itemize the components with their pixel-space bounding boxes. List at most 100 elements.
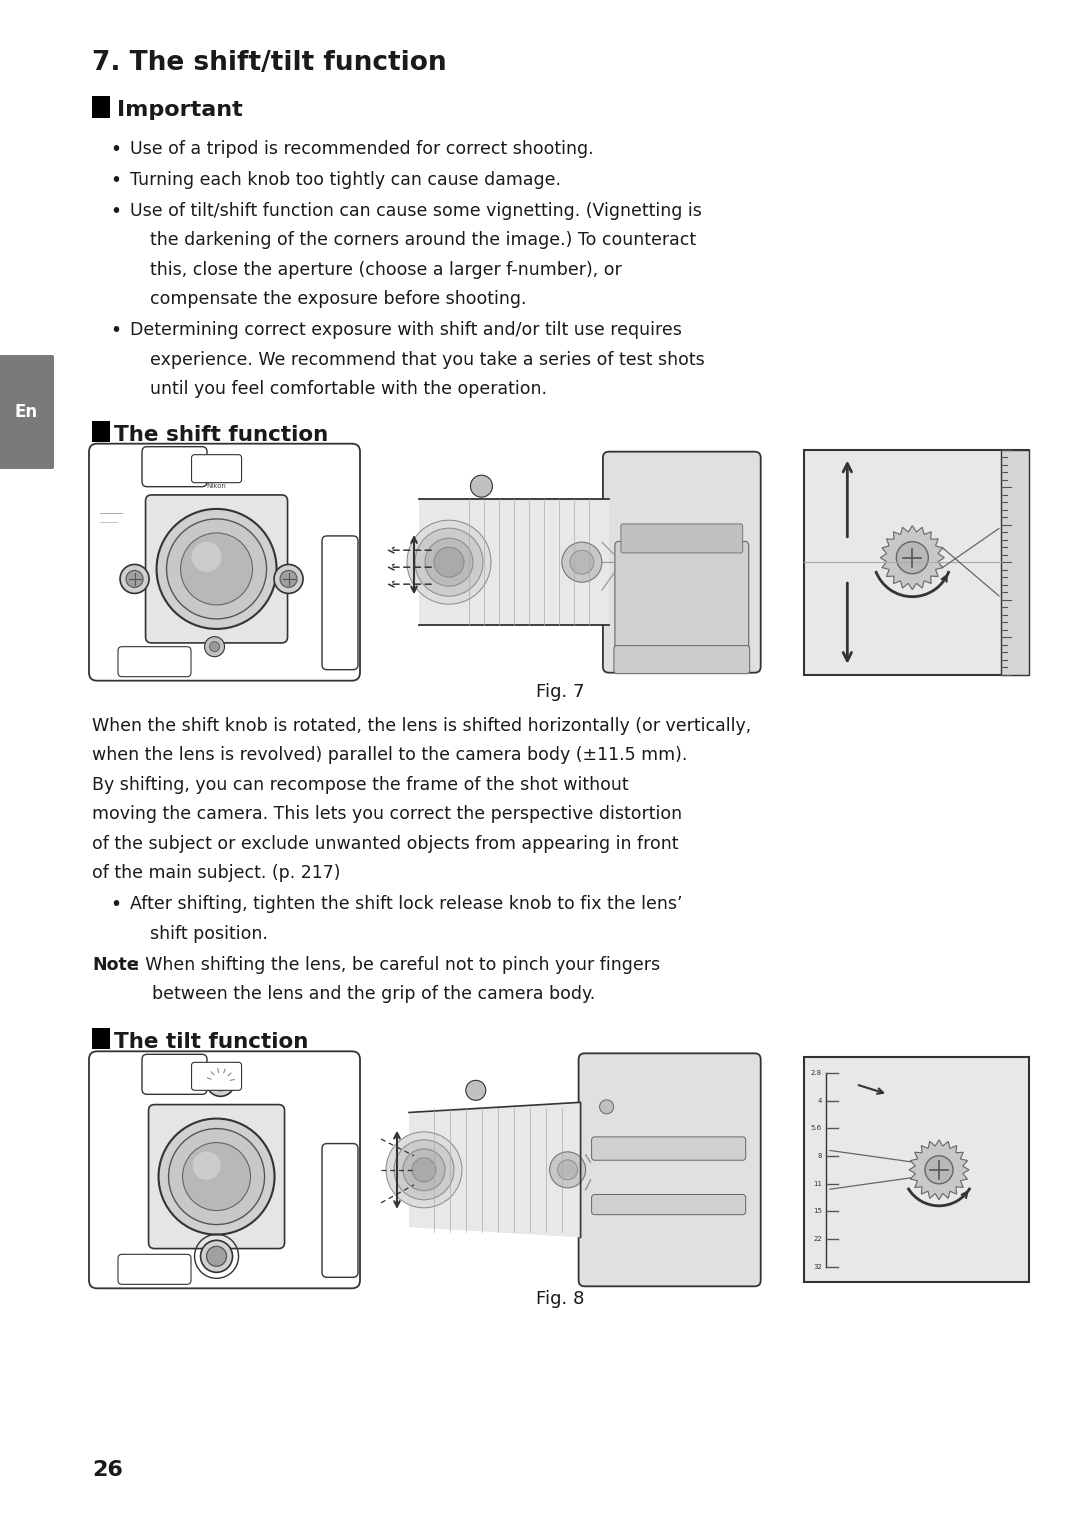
Text: of the main subject. (p. 217): of the main subject. (p. 217) bbox=[92, 864, 340, 883]
Text: Nikon: Nikon bbox=[206, 482, 227, 489]
Text: •: • bbox=[110, 202, 121, 221]
Text: of the subject or exclude unwanted objects from appearing in front: of the subject or exclude unwanted objec… bbox=[92, 834, 678, 852]
Text: •: • bbox=[110, 895, 121, 915]
Circle shape bbox=[426, 539, 473, 586]
FancyBboxPatch shape bbox=[118, 647, 191, 677]
Circle shape bbox=[210, 642, 219, 651]
FancyBboxPatch shape bbox=[118, 1254, 191, 1285]
FancyBboxPatch shape bbox=[621, 524, 743, 552]
Circle shape bbox=[411, 1158, 436, 1181]
Circle shape bbox=[204, 636, 225, 656]
Text: when the lens is revolved) parallel to the camera body (±11.5 mm).: when the lens is revolved) parallel to t… bbox=[92, 746, 687, 764]
Circle shape bbox=[168, 1129, 265, 1225]
Circle shape bbox=[599, 1100, 613, 1114]
Text: Fig. 7: Fig. 7 bbox=[537, 683, 584, 700]
FancyBboxPatch shape bbox=[592, 1195, 745, 1215]
Text: 2.8: 2.8 bbox=[811, 1070, 822, 1076]
Circle shape bbox=[180, 533, 253, 604]
Circle shape bbox=[896, 542, 929, 574]
Text: experience. We recommend that you take a series of test shots: experience. We recommend that you take a… bbox=[150, 352, 705, 368]
Text: En: En bbox=[14, 403, 38, 422]
Text: until you feel comfortable with the operation.: until you feel comfortable with the oper… bbox=[150, 380, 546, 399]
Circle shape bbox=[434, 548, 464, 577]
Text: the darkening of the corners around the image.) To counteract: the darkening of the corners around the … bbox=[150, 231, 697, 250]
Circle shape bbox=[126, 571, 143, 587]
FancyBboxPatch shape bbox=[613, 645, 750, 674]
Text: Use of a tripod is recommended for correct shooting.: Use of a tripod is recommended for corre… bbox=[130, 140, 594, 158]
Circle shape bbox=[415, 528, 483, 597]
FancyBboxPatch shape bbox=[191, 1062, 242, 1090]
Bar bbox=[92, 1029, 110, 1049]
Circle shape bbox=[183, 1143, 251, 1210]
Text: •: • bbox=[110, 140, 121, 158]
Circle shape bbox=[166, 519, 267, 619]
Circle shape bbox=[206, 1247, 227, 1266]
Bar bbox=[92, 96, 110, 119]
Text: •: • bbox=[110, 321, 121, 341]
FancyBboxPatch shape bbox=[89, 444, 360, 680]
Text: 4: 4 bbox=[818, 1097, 822, 1103]
Bar bbox=[419, 499, 609, 626]
Text: 7. The shift/tilt function: 7. The shift/tilt function bbox=[92, 50, 447, 76]
Text: between the lens and the grip of the camera body.: between the lens and the grip of the cam… bbox=[152, 985, 595, 1003]
Text: 26: 26 bbox=[92, 1460, 123, 1479]
Text: •: • bbox=[110, 170, 121, 190]
Text: 22: 22 bbox=[813, 1236, 822, 1242]
Circle shape bbox=[394, 1140, 454, 1199]
Bar bbox=[804, 449, 1029, 674]
Circle shape bbox=[120, 565, 149, 594]
Polygon shape bbox=[909, 1140, 969, 1199]
Circle shape bbox=[557, 1160, 578, 1180]
Text: 32: 32 bbox=[813, 1263, 822, 1269]
Circle shape bbox=[562, 542, 602, 583]
Circle shape bbox=[192, 1152, 220, 1180]
Text: 11: 11 bbox=[813, 1181, 822, 1187]
FancyBboxPatch shape bbox=[141, 1055, 207, 1094]
FancyBboxPatch shape bbox=[579, 1053, 760, 1286]
Circle shape bbox=[386, 1132, 462, 1208]
FancyBboxPatch shape bbox=[592, 1137, 745, 1160]
FancyBboxPatch shape bbox=[322, 536, 357, 670]
Circle shape bbox=[465, 1081, 486, 1100]
Text: When the shift knob is rotated, the lens is shifted horizontally (or vertically,: When the shift knob is rotated, the lens… bbox=[92, 717, 752, 735]
Circle shape bbox=[570, 549, 594, 574]
Circle shape bbox=[280, 571, 297, 587]
Text: 15: 15 bbox=[813, 1208, 822, 1215]
Text: The tilt function: The tilt function bbox=[114, 1032, 309, 1052]
Polygon shape bbox=[409, 1102, 581, 1237]
Text: : When shifting the lens, be careful not to pinch your fingers: : When shifting the lens, be careful not… bbox=[134, 956, 660, 974]
FancyBboxPatch shape bbox=[191, 455, 242, 482]
FancyBboxPatch shape bbox=[89, 1052, 360, 1288]
Circle shape bbox=[157, 508, 276, 629]
Circle shape bbox=[201, 1240, 232, 1272]
Text: moving the camera. This lets you correct the perspective distortion: moving the camera. This lets you correct… bbox=[92, 805, 683, 823]
FancyBboxPatch shape bbox=[322, 1143, 357, 1277]
Text: By shifting, you can recompose the frame of the shot without: By shifting, you can recompose the frame… bbox=[92, 776, 629, 793]
Circle shape bbox=[403, 1149, 445, 1190]
Circle shape bbox=[191, 542, 221, 572]
Text: Note: Note bbox=[92, 956, 138, 974]
Text: 5.6: 5.6 bbox=[811, 1125, 822, 1131]
Text: Turning each knob too tightly can cause damage.: Turning each knob too tightly can cause … bbox=[130, 170, 561, 189]
Text: Fig. 8: Fig. 8 bbox=[537, 1291, 584, 1309]
FancyBboxPatch shape bbox=[146, 495, 287, 642]
Text: The shift function: The shift function bbox=[114, 425, 328, 444]
Bar bbox=[92, 420, 110, 441]
Circle shape bbox=[924, 1155, 953, 1184]
Circle shape bbox=[471, 475, 492, 498]
FancyBboxPatch shape bbox=[0, 355, 54, 469]
FancyBboxPatch shape bbox=[149, 1105, 284, 1248]
Text: shift position.: shift position. bbox=[150, 925, 268, 942]
Text: Use of tilt/shift function can cause some vignetting. (Vignetting is: Use of tilt/shift function can cause som… bbox=[130, 202, 702, 221]
Bar bbox=[804, 1058, 1029, 1283]
FancyBboxPatch shape bbox=[615, 542, 748, 656]
FancyBboxPatch shape bbox=[141, 446, 207, 487]
Text: Important: Important bbox=[117, 100, 243, 120]
Text: compensate the exposure before shooting.: compensate the exposure before shooting. bbox=[150, 291, 527, 309]
Circle shape bbox=[159, 1119, 274, 1234]
Circle shape bbox=[274, 565, 303, 594]
Text: After shifting, tighten the shift lock release knob to fix the lens’: After shifting, tighten the shift lock r… bbox=[130, 895, 683, 913]
Circle shape bbox=[212, 1075, 229, 1091]
Bar bbox=[1001, 449, 1029, 674]
Text: Determining correct exposure with shift and/or tilt use requires: Determining correct exposure with shift … bbox=[130, 321, 681, 339]
